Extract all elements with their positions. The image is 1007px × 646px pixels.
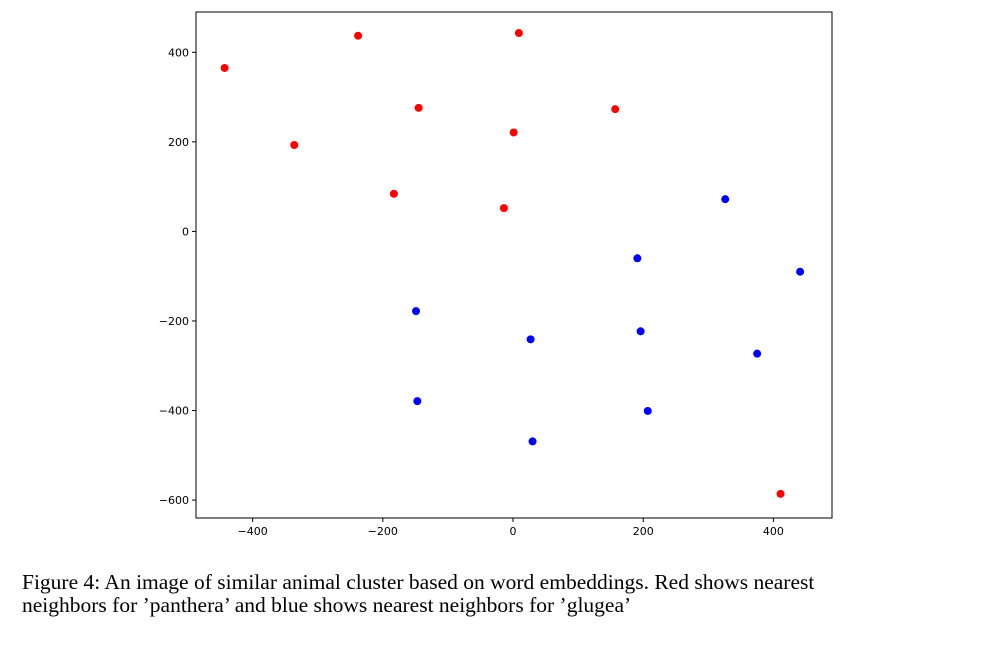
scatter-point-panthera	[499, 204, 508, 213]
scatter-point-glugea	[528, 437, 537, 446]
scatter-point-glugea	[633, 254, 642, 263]
figure-caption: Figure 4: An image of similar animal clu…	[22, 571, 992, 617]
y-tick-label: 400	[168, 46, 189, 59]
x-tick-label: 200	[633, 525, 654, 538]
scatter-point-panthera	[290, 140, 299, 149]
scatter-point-glugea	[753, 349, 762, 358]
x-tick-label: −400	[238, 525, 268, 538]
x-tick-label: −200	[368, 525, 398, 538]
x-axis-ticks: −400 −200 0 200 400	[238, 518, 784, 538]
scatter-point-glugea	[636, 327, 645, 336]
y-tick-label: −400	[159, 405, 189, 418]
scatter-point-glugea	[721, 195, 730, 204]
scatter-point-panthera	[776, 489, 785, 498]
scatter-point-glugea	[796, 267, 805, 276]
y-tick-label: −200	[159, 315, 189, 328]
y-tick-label: −600	[159, 494, 189, 507]
scatter-point-panthera	[514, 29, 523, 38]
scatter-point-panthera	[354, 31, 363, 40]
data-points	[220, 29, 805, 498]
scatter-point-panthera	[389, 189, 398, 198]
caption-line-2: neighbors for ’panthera’ and blue shows …	[22, 593, 632, 617]
scatter-point-panthera	[414, 103, 423, 112]
caption-line-1: Figure 4: An image of similar animal clu…	[22, 570, 815, 594]
y-tick-label: 0	[182, 225, 189, 238]
y-tick-label: 200	[168, 136, 189, 149]
scatter-point-glugea	[412, 307, 421, 316]
scatter-point-glugea	[643, 406, 652, 415]
scatter-point-glugea	[413, 397, 422, 406]
scatter-point-glugea	[526, 335, 535, 344]
y-axis-ticks: 400 200 0 −200 −400 −600	[159, 46, 196, 507]
scatter-point-panthera	[509, 128, 518, 137]
x-tick-label: 0	[510, 525, 517, 538]
scatter-point-panthera	[220, 63, 229, 72]
scatter-figure: −400 −200 0 200 400 400 200 0 −200 −400 −600	[159, 11, 833, 538]
x-tick-label: 400	[763, 525, 784, 538]
scatter-point-panthera	[611, 105, 620, 114]
plot-frame	[195, 11, 833, 519]
